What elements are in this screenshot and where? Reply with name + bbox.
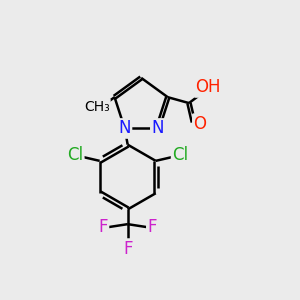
Text: OH: OH <box>195 79 221 97</box>
Text: Cl: Cl <box>172 146 188 164</box>
Text: F: F <box>123 240 132 258</box>
Text: O: O <box>194 115 206 133</box>
Text: CH₃: CH₃ <box>84 100 110 114</box>
Text: F: F <box>147 218 157 236</box>
Text: F: F <box>98 218 108 236</box>
Text: N: N <box>118 119 131 137</box>
Text: Cl: Cl <box>67 146 83 164</box>
Text: N: N <box>152 119 164 137</box>
